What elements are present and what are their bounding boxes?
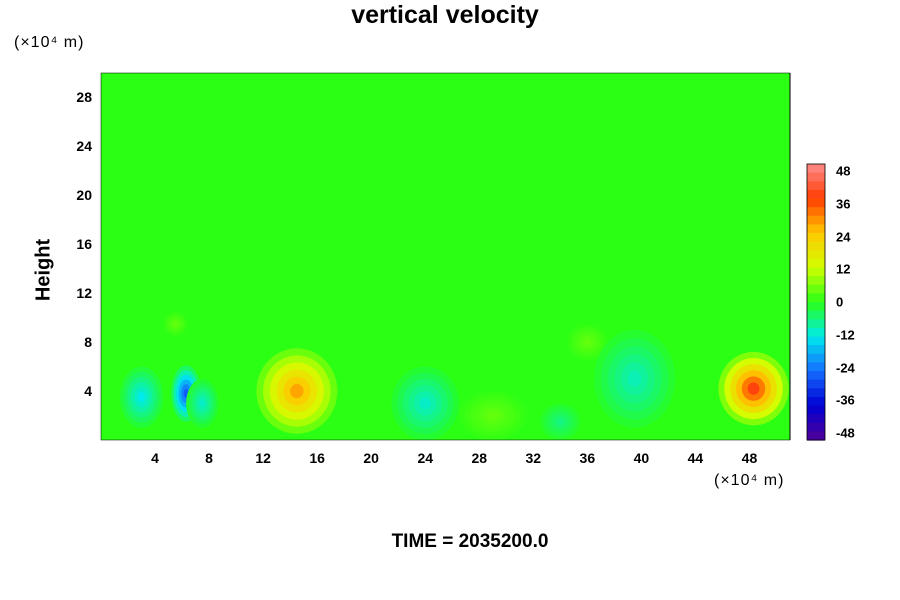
contour-band [583,339,591,346]
colorbar-band [807,267,825,277]
colorbar-band [807,258,825,269]
colorbar-tick-label: -24 [836,360,855,375]
colorbar-tick-label: -36 [836,392,855,408]
colorbar-tick-label: 12 [836,261,851,277]
colorbar-tick-label: 36 [836,196,851,212]
colorbar-band [807,207,825,217]
colorbar-band [807,284,825,294]
contour-band [747,382,760,395]
colorbar-band [807,362,825,372]
y-tick-label: 4 [84,383,92,400]
x-tick-label: 28 [471,450,488,466]
colorbar-band [807,233,825,243]
colorbar-band [807,181,825,191]
x-tick-label: 24 [417,450,434,466]
y-tick-label: 28 [76,89,92,106]
x-tick-label: 44 [687,450,704,466]
colorbar-band [807,405,825,415]
x-tick-label: 36 [579,450,596,466]
colorbar-band [807,189,825,200]
contour-band [199,399,206,408]
colorbar-band [807,371,825,381]
colorbar-tick-label: 48 [836,163,851,179]
colorbar-tick-label: -48 [836,425,855,441]
colorbar-band [807,224,825,234]
y-tick-label: 12 [76,285,92,302]
colorbar-band [807,353,825,363]
contour-band [627,370,642,387]
contour-band [137,392,146,403]
colorbar-tick-label: -12 [836,327,855,343]
colorbar-band [807,276,825,286]
x-tick-label: 8 [205,450,213,466]
x-tick-label: 32 [525,450,542,466]
colorbar-band [807,241,825,251]
colorbar-border [806,163,826,441]
contour-band [173,321,178,326]
y-tick-label: 24 [76,138,92,155]
colorbar-band [807,431,825,441]
colorbar-band [807,198,825,208]
contour-band [290,383,304,399]
x-tick-label: 4 [151,450,159,466]
contour-band [419,397,431,410]
colorbar-band [807,422,825,432]
x-tick-label: 40 [633,450,650,466]
colorbar-band [807,379,825,389]
y-tick-label: 16 [76,236,92,253]
colorbar-band [807,250,825,260]
colorbar [807,164,825,441]
x-tick-label: 48 [741,450,758,466]
contour-band [556,418,564,425]
x-tick-label: 20 [363,450,379,466]
colorbar-tick-label: 0 [836,294,844,310]
colorbar-band [807,310,825,320]
colorbar-band [807,336,825,346]
y-unit-label: (×10⁴ m) [14,34,85,51]
colorbar-band [807,319,825,329]
x-tick-label: 12 [255,450,271,466]
colorbar-band [807,164,825,174]
chart-title: vertical velocity [351,1,539,29]
colorbar-band [807,327,825,338]
y-tick-label: 8 [84,334,92,351]
colorbar-band [807,396,825,407]
y-tick-label: 20 [76,187,92,204]
colorbar-band [807,215,825,225]
contour-band [487,411,499,420]
x-unit-label: (×10⁴ m) [714,472,785,489]
colorbar-band [807,293,825,303]
colorbar-band [807,414,825,424]
colorbar-band [807,302,825,312]
colorbar-band [807,172,825,182]
x-tick-label: 16 [309,450,325,466]
time-label: TIME = 2035200.0 [391,531,549,552]
colorbar-band [807,345,825,355]
colorbar-tick-label: 24 [836,229,851,244]
colorbar-band [807,388,825,398]
